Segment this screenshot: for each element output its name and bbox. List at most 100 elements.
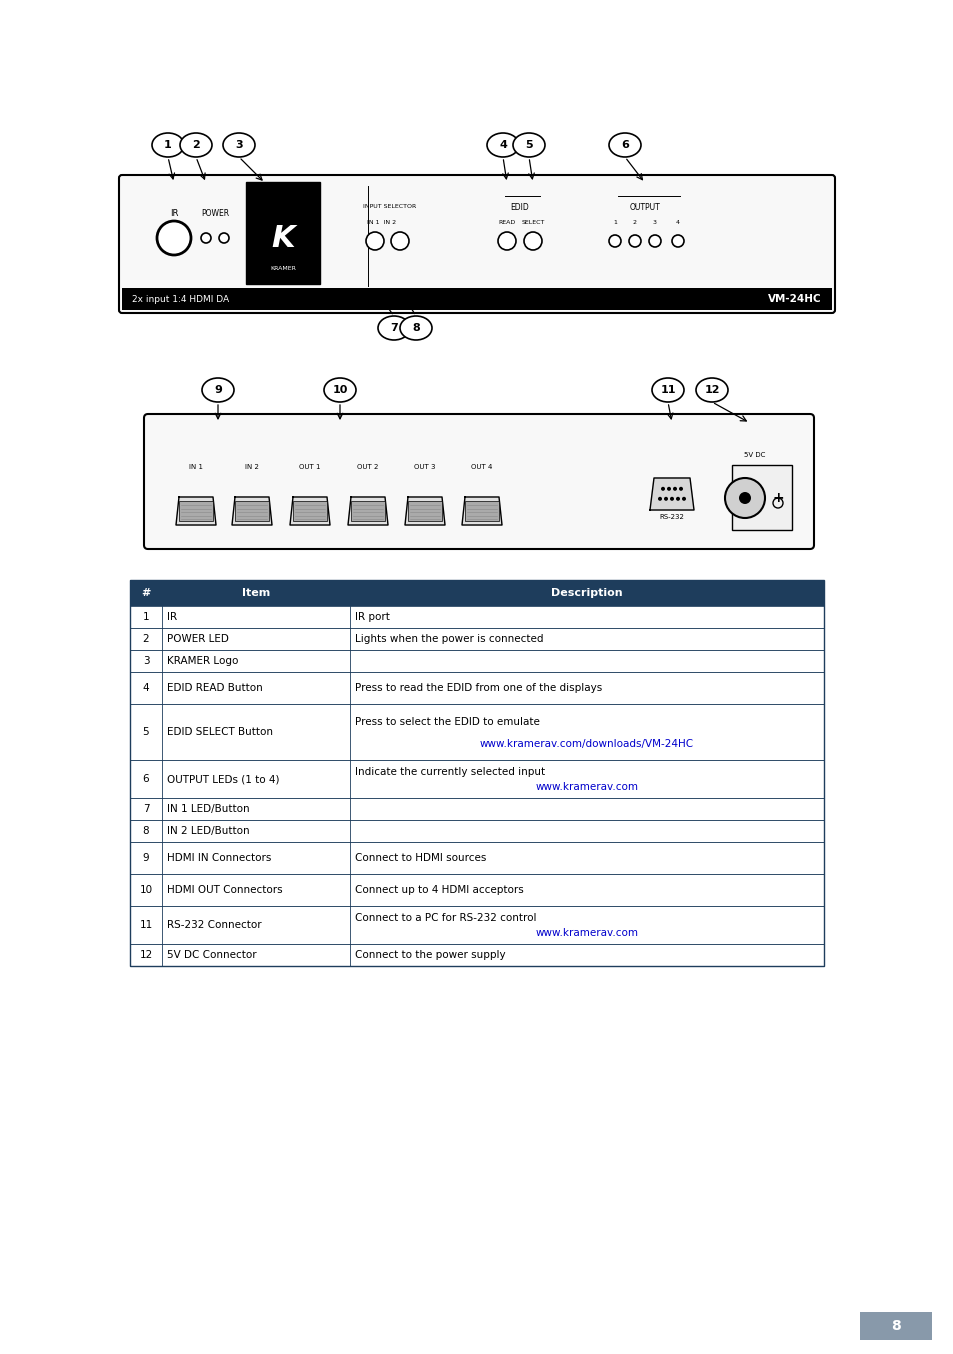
Text: 10: 10	[139, 886, 152, 895]
Polygon shape	[405, 497, 444, 525]
Bar	[408, 501, 441, 521]
Text: 8: 8	[890, 1319, 900, 1332]
Text: 6: 6	[620, 139, 628, 150]
Text: 12: 12	[139, 951, 152, 960]
Ellipse shape	[180, 133, 212, 157]
Text: 3: 3	[143, 655, 150, 666]
Text: www.kramerav.com: www.kramerav.com	[535, 783, 638, 792]
Text: HDMI IN Connectors: HDMI IN Connectors	[167, 853, 271, 862]
Text: 2: 2	[633, 221, 637, 226]
Text: 7: 7	[390, 324, 397, 333]
Text: 4: 4	[676, 221, 679, 226]
Text: 2: 2	[143, 634, 150, 645]
Text: IR port: IR port	[355, 612, 390, 621]
Bar	[130, 906, 823, 944]
Ellipse shape	[608, 133, 640, 157]
Circle shape	[366, 232, 384, 250]
Ellipse shape	[399, 315, 432, 340]
Bar	[130, 672, 823, 704]
Text: 9: 9	[213, 385, 222, 395]
Text: IR: IR	[170, 209, 178, 218]
Text: 7: 7	[143, 804, 150, 814]
Text: IN 2 LED/Button: IN 2 LED/Button	[167, 826, 250, 835]
Text: Item: Item	[242, 588, 270, 598]
Ellipse shape	[202, 378, 233, 402]
Text: Press to select the EDID to emulate: Press to select the EDID to emulate	[355, 716, 539, 727]
Text: RS-232 Connector: RS-232 Connector	[167, 919, 261, 930]
Text: 8: 8	[143, 826, 150, 835]
Polygon shape	[232, 497, 272, 525]
Bar	[859, 1312, 931, 1340]
Text: 2: 2	[192, 139, 200, 150]
Bar	[293, 501, 327, 521]
Bar	[130, 821, 823, 842]
Text: 5V DC: 5V DC	[743, 452, 765, 458]
Text: 3: 3	[235, 139, 243, 150]
Text: 2x input 1:4 HDMI DA: 2x input 1:4 HDMI DA	[132, 295, 229, 303]
Text: VM-24HC: VM-24HC	[767, 294, 821, 305]
Text: OUT 4: OUT 4	[471, 464, 492, 470]
Text: READ: READ	[497, 221, 515, 226]
Circle shape	[523, 232, 541, 250]
Text: Connect to the power supply: Connect to the power supply	[355, 951, 505, 960]
Text: Indicate the currently selected input: Indicate the currently selected input	[355, 768, 544, 777]
Text: Press to read the EDID from one of the displays: Press to read the EDID from one of the d…	[355, 682, 601, 693]
Text: OUT 3: OUT 3	[414, 464, 436, 470]
Text: 5V DC Connector: 5V DC Connector	[167, 951, 256, 960]
Bar	[130, 580, 823, 607]
Bar	[130, 760, 823, 798]
Text: 3: 3	[652, 221, 657, 226]
Ellipse shape	[486, 133, 518, 157]
Text: KRAMER Logo: KRAMER Logo	[167, 655, 238, 666]
Text: POWER LED: POWER LED	[167, 634, 229, 645]
Polygon shape	[175, 497, 215, 525]
Text: OUT 2: OUT 2	[357, 464, 378, 470]
Text: +: +	[771, 492, 783, 505]
Circle shape	[739, 492, 750, 504]
Text: Connect up to 4 HDMI acceptors: Connect up to 4 HDMI acceptors	[355, 886, 523, 895]
Bar	[130, 628, 823, 650]
Bar	[234, 501, 269, 521]
Circle shape	[658, 497, 661, 501]
Text: 6: 6	[143, 774, 150, 784]
Text: 1: 1	[613, 221, 617, 226]
Text: 5: 5	[525, 139, 533, 150]
Text: 11: 11	[659, 385, 675, 395]
Bar	[130, 704, 823, 760]
Text: 1: 1	[164, 139, 172, 150]
Circle shape	[660, 487, 664, 490]
Text: IN 1  IN 2: IN 1 IN 2	[367, 221, 396, 226]
Text: OUT 1: OUT 1	[299, 464, 320, 470]
Polygon shape	[649, 478, 693, 510]
Text: IR: IR	[167, 612, 177, 621]
Text: EDID READ Button: EDID READ Button	[167, 682, 262, 693]
Text: RS-232: RS-232	[659, 515, 683, 520]
Text: IN 2: IN 2	[245, 464, 258, 470]
Circle shape	[628, 236, 640, 246]
Text: IN 1 LED/Button: IN 1 LED/Button	[167, 804, 250, 814]
Bar	[130, 650, 823, 672]
Circle shape	[676, 497, 679, 501]
Text: #: #	[141, 588, 151, 598]
FancyBboxPatch shape	[144, 414, 813, 548]
FancyBboxPatch shape	[119, 175, 834, 313]
Text: www.kramerav.com/downloads/VM-24HC: www.kramerav.com/downloads/VM-24HC	[479, 739, 694, 749]
Text: Connect to a PC for RS-232 control: Connect to a PC for RS-232 control	[355, 913, 536, 923]
Bar	[246, 181, 319, 284]
Text: INPUT SELECTOR: INPUT SELECTOR	[363, 204, 416, 210]
Ellipse shape	[513, 133, 544, 157]
Ellipse shape	[324, 378, 355, 402]
Circle shape	[608, 236, 620, 246]
Circle shape	[201, 233, 211, 242]
Text: www.kramerav.com: www.kramerav.com	[535, 929, 638, 938]
Circle shape	[671, 236, 683, 246]
Ellipse shape	[152, 133, 184, 157]
Ellipse shape	[223, 133, 254, 157]
Text: Description: Description	[551, 588, 622, 598]
Text: 9: 9	[143, 853, 150, 862]
Text: Lights when the power is connected: Lights when the power is connected	[355, 634, 543, 645]
Ellipse shape	[651, 378, 683, 402]
Bar	[130, 580, 823, 965]
Bar	[351, 501, 385, 521]
Bar	[130, 842, 823, 873]
